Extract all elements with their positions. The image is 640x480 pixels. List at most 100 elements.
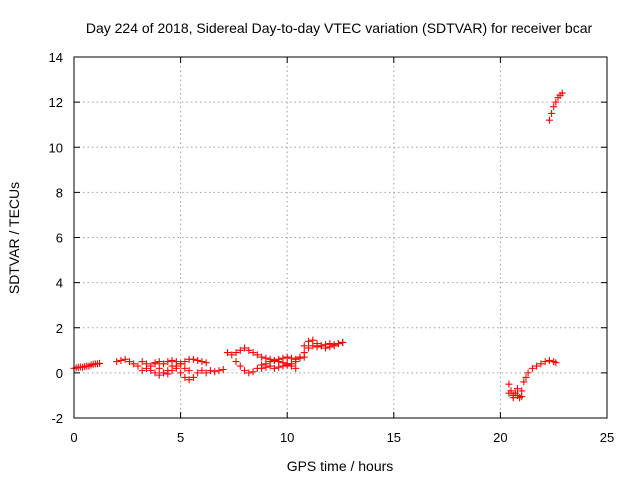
y-tick-label: 6 (56, 231, 63, 246)
data-point (279, 362, 287, 370)
data-point (189, 355, 197, 363)
data-point (96, 359, 104, 367)
data-point (533, 362, 541, 370)
data-point (185, 376, 193, 384)
data-point (232, 358, 240, 366)
plot-frame (73, 56, 608, 419)
data-point (236, 346, 244, 354)
data-point (518, 393, 526, 401)
data-point (541, 358, 549, 366)
data-point (524, 369, 532, 377)
y-tick-label: 10 (49, 140, 63, 155)
data-point (309, 336, 317, 344)
data-point (545, 116, 553, 124)
data-point (134, 362, 142, 370)
data-point (270, 356, 278, 364)
data-point (194, 356, 202, 364)
data-point (513, 391, 521, 399)
data-point (160, 360, 168, 368)
x-tick-labels: 0 5 10 15 20 25 (70, 430, 614, 445)
x-tick-label: 15 (387, 430, 401, 445)
data-point (245, 369, 253, 377)
series-track-g (258, 338, 347, 372)
data-point (206, 367, 214, 375)
x-axis-label: GPS time / hours (287, 458, 394, 474)
data-point (177, 369, 185, 377)
data-point (249, 368, 257, 376)
series-track-d (151, 360, 193, 378)
data-point (537, 360, 545, 368)
data-point (194, 369, 202, 377)
data-point (215, 367, 223, 375)
series-track-b (113, 355, 210, 370)
data-point (287, 360, 295, 368)
data-point (317, 342, 325, 350)
data-point (151, 360, 159, 368)
x-tick-label: 10 (280, 430, 294, 445)
data-point (151, 369, 159, 377)
data-point (138, 367, 146, 375)
data-point (266, 362, 274, 370)
data-point (181, 373, 189, 381)
y-tick-label: 14 (49, 50, 63, 65)
data-point (202, 369, 210, 377)
data-point (545, 356, 553, 364)
series-track-h (300, 336, 347, 352)
data-point (520, 378, 528, 386)
y-tick-label: 0 (56, 366, 63, 381)
x-tick-label: 20 (493, 430, 507, 445)
data-point (164, 358, 172, 366)
data-point (513, 385, 521, 393)
data-point (552, 98, 560, 106)
data-point (558, 89, 566, 97)
data-point (322, 344, 330, 352)
data-point (253, 351, 261, 359)
data-point (275, 363, 283, 371)
data-point (300, 349, 308, 357)
data-point (142, 364, 150, 372)
data-point (198, 367, 206, 375)
data-point (168, 367, 176, 375)
data-point (241, 367, 249, 375)
data-point (330, 342, 338, 350)
data-point (505, 389, 513, 397)
series-track-j (505, 389, 526, 402)
series-track-a (70, 359, 104, 372)
data-point (509, 394, 517, 402)
data-point (198, 358, 206, 366)
y-tick-label: -2 (51, 411, 63, 426)
data-point (181, 358, 189, 366)
data-point (300, 342, 308, 350)
data-point (505, 380, 513, 388)
data-point (292, 364, 300, 372)
data-point (164, 370, 172, 378)
data-point (258, 353, 266, 361)
x-tick-label: 25 (600, 430, 614, 445)
data-point (219, 365, 227, 373)
y-tick-label: 4 (56, 276, 63, 291)
series-track-i (505, 356, 560, 402)
data-point (155, 364, 163, 372)
y-tick-label: 8 (56, 185, 63, 200)
data-point (181, 364, 189, 372)
data-point (326, 343, 334, 351)
data-point (138, 358, 146, 366)
series-track-k (545, 89, 566, 124)
data-point (125, 358, 133, 366)
data-point (202, 359, 210, 367)
data-point (185, 367, 193, 375)
data-point (130, 360, 138, 368)
data-point (258, 364, 266, 372)
x-tick-label: 5 (177, 430, 184, 445)
data-point (155, 358, 163, 366)
y-axis-label: SDTVAR / TECUs (6, 182, 22, 294)
data-point (113, 358, 121, 366)
data-point (147, 367, 155, 375)
data-point (552, 359, 560, 367)
data-point (241, 344, 249, 352)
data-point (292, 358, 300, 366)
y-tick-label: 12 (49, 95, 63, 110)
data-point (339, 338, 347, 346)
data-point (245, 346, 253, 354)
